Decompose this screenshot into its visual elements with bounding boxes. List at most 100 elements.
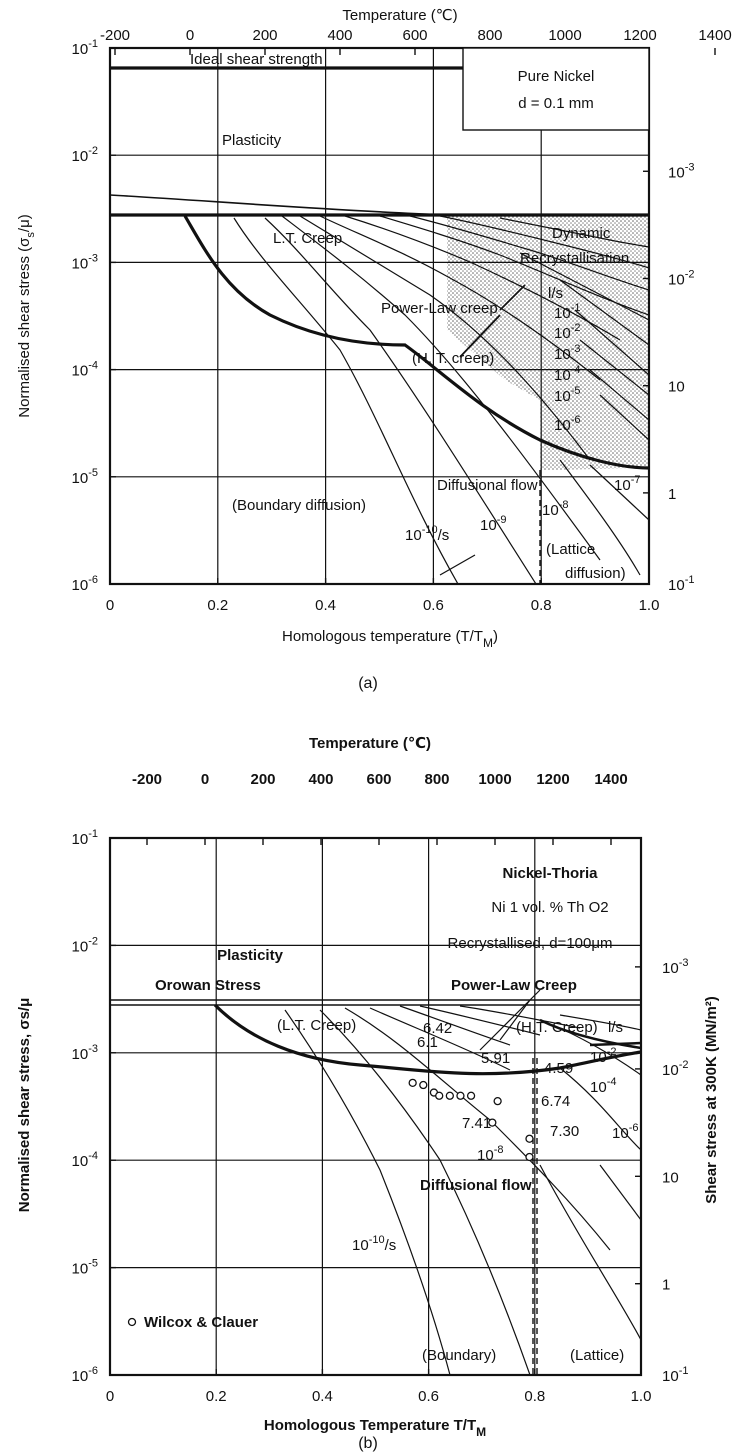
upper-plasticity-curve — [109, 194, 448, 216]
right-tick-label: 10-1 — [662, 1365, 688, 1385]
panel-b: Temperature (℃) -200 0 200 400 600 800 1000 120… — [16, 735, 720, 1452]
top-tick-label: 0 — [201, 771, 209, 788]
data-point — [488, 1118, 497, 1127]
y-axis-label-b: Normalised shear stress, σs/μ — [16, 998, 33, 1213]
plot-frame-b — [108, 836, 643, 1377]
y-tick-label: 10-2 — [72, 935, 98, 955]
region-lt-creep-b: (L.T. Creep) — [277, 1017, 356, 1034]
top-tick-label: 600 — [366, 771, 391, 788]
y-tick-label: 10-6 — [72, 574, 98, 594]
y-tick-label: 10-2 — [72, 145, 98, 165]
x-tick-label: 0.4 — [315, 597, 336, 614]
region-boundary-diffusion: (Boundary diffusion) — [232, 497, 366, 514]
strain-rate-label-a: 10-6 — [554, 414, 580, 434]
top-tick-label: 800 — [424, 771, 449, 788]
info-box-a-line2: d = 0.1 mm — [518, 95, 593, 112]
top-tick-label: 1000 — [548, 27, 581, 44]
top-tick-label: 1400 — [698, 27, 731, 44]
strain-rate-label-a: 10-1 — [554, 302, 580, 322]
data-point — [408, 1078, 417, 1088]
strain-rate-label-b: 10-10/s — [352, 1234, 396, 1254]
top-tick-label: 1200 — [623, 27, 656, 44]
y-tick-label: 10-3 — [72, 252, 98, 272]
strain-rate-label-b: l/s — [608, 1019, 623, 1036]
top-tick-label: 1000 — [478, 771, 511, 788]
y-tick-label: 10-4 — [72, 360, 98, 380]
right-tick-label: 10-3 — [662, 957, 688, 977]
strain-rate-label-b: 10-2 — [590, 1046, 616, 1066]
wilcox-clauer-points — [408, 1078, 534, 1162]
x-tick-label: 0.8 — [531, 597, 552, 614]
data-label-b: 5.91 — [481, 1050, 510, 1067]
data-point — [435, 1091, 444, 1100]
region-lattice-b: (Lattice) — [570, 1347, 624, 1364]
info-box-b-line1: Nickel-Thoria — [502, 865, 598, 882]
top-tick-label: 200 — [252, 27, 277, 44]
data-label-b: 7.30 — [550, 1123, 579, 1140]
x-tick-label: 0.2 — [207, 597, 228, 614]
y-tick-label: 10-1 — [72, 38, 98, 58]
region-recrystallisation: Recrystallisation — [520, 250, 629, 267]
region-ideal-shear-strength: Ideal shear strength — [190, 51, 323, 68]
region-orowan-stress: Orowan Stress — [155, 977, 261, 994]
data-label-b: 6.42 — [423, 1020, 452, 1037]
region-ht-creep-b: (H.T. Creep) — [516, 1019, 598, 1036]
region-diffusional-flow-b: Diffusional flow — [420, 1177, 532, 1194]
recrystallisation-region — [447, 215, 649, 470]
y-tick-label: 10-5 — [72, 1258, 98, 1278]
x-tick-label: 0 — [106, 597, 114, 614]
right-tick-label: 1 — [662, 1277, 670, 1294]
right-tick-label: 10 — [662, 1169, 679, 1186]
x-tick-label: 0.2 — [206, 1388, 227, 1405]
y-tick-label: 10-6 — [72, 1365, 98, 1385]
top-tick-label: 0 — [186, 27, 194, 44]
data-point — [493, 1096, 502, 1106]
data-label-b: 6.74 — [541, 1093, 570, 1110]
y-tick-label: 10-5 — [72, 467, 98, 487]
right-tick-label: 10 — [668, 379, 685, 396]
top-tick-label: 400 — [308, 771, 333, 788]
info-box-a — [462, 47, 650, 131]
creep-boundary-curve-b — [213, 1003, 642, 1076]
data-point — [456, 1091, 465, 1100]
y-tick-label: 10-4 — [72, 1150, 98, 1170]
strain-rate-contours-a — [233, 215, 649, 584]
region-plasticity-a: Plasticity — [222, 132, 282, 149]
x-tick-label: 0.6 — [423, 597, 444, 614]
data-point — [419, 1080, 428, 1090]
data-point — [525, 1152, 534, 1162]
right-tick-label: 10-2 — [668, 268, 694, 288]
top-tick-label: -200 — [132, 771, 162, 788]
x-axis-label-b: Homologous Temperature T/TM — [264, 1417, 486, 1439]
info-box-b-line3: Recrystallised, d=100μm — [448, 935, 613, 952]
x-tick-label: 1.0 — [639, 597, 660, 614]
info-box-a-line1: Pure Nickel — [518, 68, 595, 85]
top-tick-label: 200 — [250, 771, 275, 788]
x-tick-label: 0 — [106, 1388, 114, 1405]
x-tick-label: 1.0 — [631, 1388, 652, 1405]
y-tick-label: 10-3 — [72, 1043, 98, 1063]
top-tick-label: -200 — [100, 27, 130, 44]
strain-rate-label-a: 10-5 — [554, 385, 580, 405]
data-label-b: 6.1 — [417, 1034, 438, 1051]
region-power-law-creep-a: Power-Law creep — [381, 300, 498, 317]
right-tick-label: 10-2 — [662, 1059, 688, 1079]
strain-rate-label-b: 10-6 — [612, 1122, 638, 1142]
x-axis-label-a: Homologous temperature (T/TM) — [282, 628, 498, 650]
top-tick-label: 800 — [477, 27, 502, 44]
strain-rate-label-a: 10-4 — [554, 364, 580, 384]
strain-rate-label-a: l/s — [548, 285, 563, 302]
data-point — [525, 1134, 534, 1143]
region-dynamic: Dynamic — [552, 225, 611, 242]
region-ht-creep-a: (H. T. creep) — [412, 350, 494, 367]
data-label-b: 4.59 — [544, 1060, 573, 1077]
strain-rate-label-a: 10-8 — [542, 499, 568, 519]
info-box-b-line2: Ni 1 vol. % Th O2 — [491, 899, 608, 916]
legend-label: Wilcox & Clauer — [144, 1314, 258, 1331]
top-axis-title-a: Temperature (℃) — [342, 7, 457, 24]
data-label-b: 7.41 — [462, 1115, 491, 1132]
region-power-law-creep-b: Power-Law Creep — [451, 977, 577, 994]
right-tick-label: 1 — [668, 486, 676, 503]
panel-label-a: (a) — [358, 675, 378, 692]
